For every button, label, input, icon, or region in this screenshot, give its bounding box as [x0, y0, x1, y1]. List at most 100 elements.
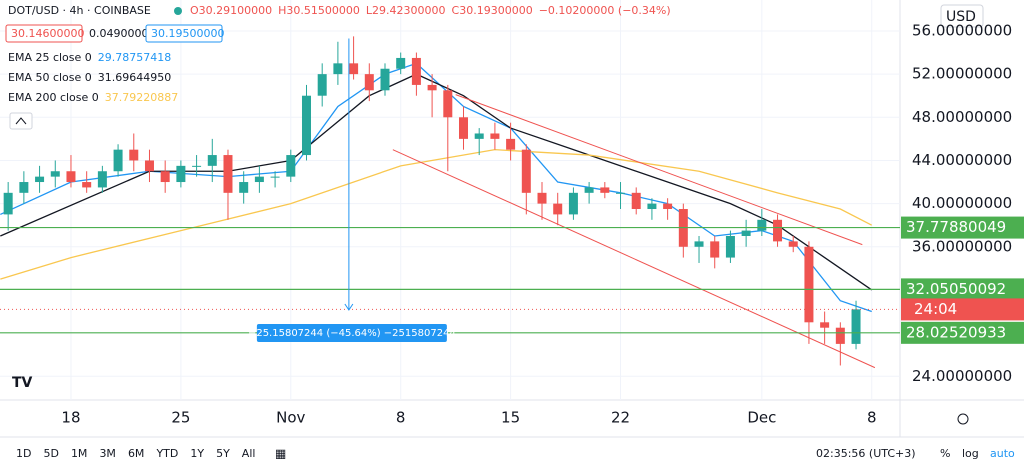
spread: 0.04900000 [89, 27, 155, 40]
candle-body [50, 171, 60, 177]
candle-body [490, 133, 500, 139]
candle-body [616, 192, 626, 194]
candle-body [66, 171, 76, 183]
candle-body [380, 68, 390, 91]
candle-body [364, 74, 374, 91]
x-tick-label: 18 [61, 409, 80, 427]
level-label: 28.02520933 [906, 323, 1006, 341]
candle-body [537, 192, 547, 204]
candle-body [584, 187, 594, 193]
candle-body [129, 149, 139, 161]
settings-icon[interactable] [957, 413, 969, 425]
currency-button[interactable] [940, 4, 984, 28]
logo: TV [12, 375, 33, 391]
range-button[interactable]: 3M [99, 447, 116, 460]
y-tick-label: 52.00000000 [912, 65, 1012, 83]
candle-body [851, 309, 861, 344]
legend-name: EMA 50 close 0 [8, 71, 92, 84]
ask-box [145, 24, 223, 43]
x-tick-label: 22 [611, 409, 630, 427]
range-button[interactable]: 5D [43, 447, 58, 460]
candle-body [144, 160, 154, 172]
trendline [392, 149, 876, 369]
candle-body [333, 63, 343, 75]
candle-body [710, 241, 720, 258]
candle-body [317, 74, 327, 96]
candle-body [192, 165, 202, 167]
candle-body [600, 187, 610, 193]
candle-body [19, 182, 29, 193]
level-label-box [901, 321, 1024, 344]
level-label: 32.05050092 [906, 280, 1006, 298]
ema-line [0, 73, 873, 291]
candle-body [553, 203, 563, 215]
candle-body [160, 171, 170, 183]
candle-body [270, 176, 280, 178]
range-button[interactable]: All [242, 447, 256, 460]
status-dot [174, 7, 182, 15]
candle-body [239, 182, 249, 193]
x-tick-label: Nov [276, 409, 305, 427]
range-button[interactable]: YTD [155, 447, 178, 460]
measure-arrow [344, 303, 354, 311]
ohlc-value: C30.19300000 [452, 4, 533, 17]
clock: 02:35:56 (UTC+3) [816, 447, 916, 460]
range-button[interactable]: 6M [128, 447, 145, 460]
level-label-box [901, 278, 1024, 301]
candle-body [35, 176, 45, 183]
countdown: 24:04 [914, 300, 957, 318]
legend-value: 31.69644950 [98, 71, 171, 84]
x-tick-label: 15 [501, 409, 520, 427]
candle-body [349, 63, 359, 75]
range-button[interactable]: 1M [71, 447, 88, 460]
candle-body [568, 192, 578, 215]
candle-body [474, 133, 484, 139]
candle-body [3, 192, 13, 215]
y-tick-label: 48.00000000 [912, 108, 1012, 126]
range-button[interactable]: 1Y [190, 447, 204, 460]
scale-option[interactable]: log [962, 447, 979, 460]
legend-value: 29.78757418 [98, 51, 171, 64]
candle-body [427, 84, 437, 91]
scale-option[interactable]: auto [990, 447, 1015, 460]
bid-box [5, 24, 83, 43]
candle-body [82, 182, 92, 188]
measure-label: −25.15807244 (−45.64%) −2515807244 [248, 328, 456, 339]
candle-body [97, 171, 107, 188]
candle-body [804, 246, 814, 323]
candle-body [459, 117, 469, 139]
plot: −25.15807244 (−45.64%) −2515807244 [0, 0, 900, 400]
x-tick-label: 8 [396, 409, 406, 427]
candle-body [773, 219, 783, 242]
ema-line [0, 149, 873, 280]
range-button[interactable]: 5Y [216, 447, 230, 460]
level-label: 37.77880049 [906, 218, 1006, 236]
ask: 30.19500000 [151, 27, 224, 40]
symbol: DOT/USD · 4h · COINBASE [8, 4, 151, 17]
ohlc-value: L29.42300000 [366, 4, 446, 17]
header: DOT/USD · 4h · COINBASE 30.14600000 0.04… [5, 4, 984, 461]
ohlc-value: H30.51500000 [278, 4, 360, 17]
level-label-box [901, 216, 1024, 239]
calendar-icon[interactable]: ▦ [275, 447, 286, 461]
candle-body [521, 149, 531, 193]
candle-body [286, 155, 296, 177]
ohlc-value: O30.29100000 [190, 4, 272, 17]
trendline [455, 94, 863, 246]
candle-body [757, 219, 767, 231]
candle-body [506, 138, 516, 150]
candle-body [788, 241, 798, 247]
legend-value: 37.79220887 [105, 91, 178, 104]
x-tick-label: 25 [171, 409, 190, 427]
collapse-button[interactable] [9, 112, 33, 130]
range-button[interactable]: 1D [16, 447, 31, 460]
ema-line [0, 62, 872, 313]
scale-option[interactable]: % [940, 447, 950, 460]
legend-name: EMA 25 close 0 [8, 51, 92, 64]
ohlc-value: −0.10200000 (−0.34%) [539, 4, 671, 17]
currency: USD [946, 9, 976, 25]
legend-name: EMA 200 close 0 [8, 91, 99, 104]
y-tick-label: 40.00000000 [912, 194, 1012, 212]
y-tick-label: 44.00000000 [912, 151, 1012, 169]
